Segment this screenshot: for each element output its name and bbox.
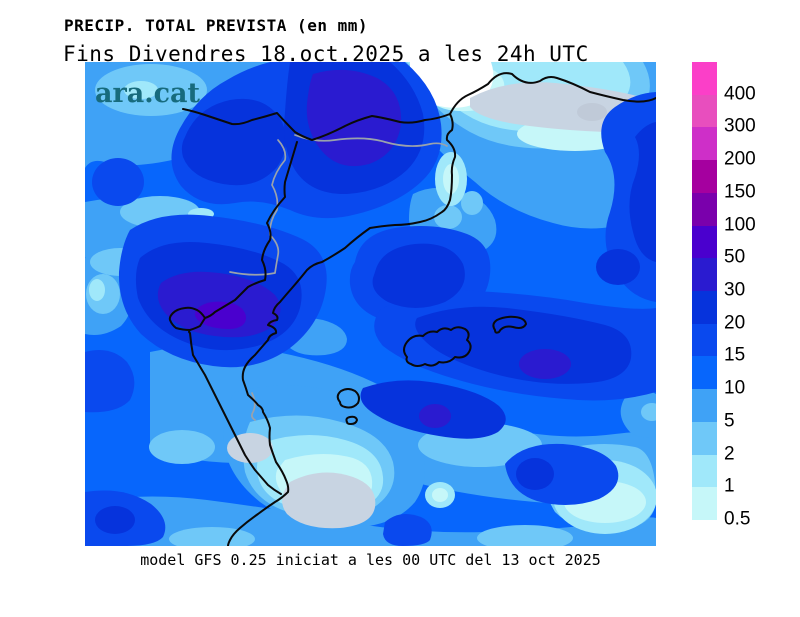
mallorca-outline	[403, 326, 472, 367]
model-run-caption: model GFS 0.25 iniciat a les 00 UTC del …	[140, 551, 601, 569]
legend-segment	[692, 258, 717, 292]
legend-segment	[692, 454, 717, 488]
legend-label: 20	[724, 312, 746, 334]
precipitation-map: ara.cat	[85, 61, 663, 551]
legend-label: 30	[724, 279, 746, 301]
legend-label: 50	[724, 246, 746, 268]
contour-50-100mm-max	[194, 301, 247, 329]
legend-segment	[692, 62, 717, 95]
precip-scale-legend: 400 300 200 150 100 50 30 20 15 10 5 2 1 0.5	[692, 62, 792, 532]
admin-borders	[229, 134, 448, 421]
legend-label: 5	[724, 410, 735, 432]
legend-segment	[692, 127, 717, 161]
menorca-outline	[492, 315, 527, 334]
legend-label: 100	[724, 214, 756, 236]
legend-segment	[692, 192, 717, 226]
legend-label: 1	[724, 475, 735, 497]
legend-segment	[692, 291, 717, 324]
legend-label: 400	[724, 83, 756, 105]
ara-cat-watermark: ara.cat	[95, 78, 201, 109]
coastlines	[168, 72, 657, 547]
legend-segment	[692, 323, 717, 357]
legend-label: 200	[724, 148, 756, 170]
inland-border	[168, 141, 298, 495]
legend-label: 2	[724, 443, 735, 465]
formentera-outline	[345, 415, 358, 425]
legend-label: 10	[724, 377, 746, 399]
legend-label: 0.5	[724, 508, 751, 530]
legend-label: 300	[724, 115, 756, 137]
legend-label: 15	[724, 345, 746, 367]
legend-segment	[692, 487, 717, 521]
legend-segment	[692, 94, 717, 128]
ibiza-outline	[336, 388, 360, 409]
legend-segment	[692, 160, 717, 193]
legend-segment	[692, 389, 717, 422]
mediterranean-coast	[227, 113, 457, 547]
legend-label: 150	[724, 181, 756, 203]
legend-segment	[692, 356, 717, 390]
legend-segment	[692, 421, 717, 455]
pyrenees-border	[182, 108, 451, 141]
map-canvas: ara.cat	[85, 61, 663, 551]
page-title: PRECIP. TOTAL PREVISTA (en mm)	[64, 16, 368, 35]
legend-segment	[692, 225, 717, 259]
french-coast	[449, 72, 657, 115]
